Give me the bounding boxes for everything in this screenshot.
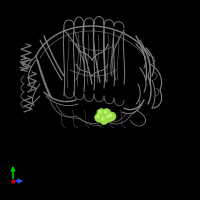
Circle shape bbox=[102, 118, 104, 120]
Circle shape bbox=[100, 116, 108, 124]
Circle shape bbox=[105, 113, 113, 122]
Circle shape bbox=[109, 114, 112, 117]
Circle shape bbox=[107, 115, 109, 118]
Circle shape bbox=[97, 115, 99, 118]
Circle shape bbox=[107, 112, 116, 121]
Circle shape bbox=[99, 111, 102, 113]
Circle shape bbox=[104, 111, 107, 113]
Circle shape bbox=[95, 113, 103, 122]
Circle shape bbox=[102, 109, 111, 117]
Circle shape bbox=[97, 109, 106, 117]
